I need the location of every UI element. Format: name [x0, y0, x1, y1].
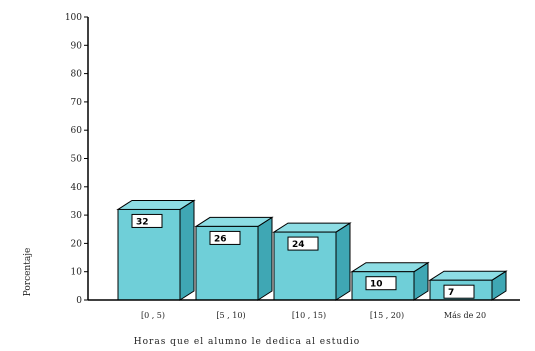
bar-side-face — [257, 216, 273, 301]
y-tick-label: 20 — [71, 239, 83, 249]
bar-side-face — [335, 222, 351, 301]
data-label: 10 — [370, 280, 383, 290]
y-tick-label: 30 — [71, 211, 83, 221]
x-axis: [0 , 5) [5 , 10) [10 , 15) [15 , 20) Más de … — [88, 299, 520, 320]
data-label-box — [287, 236, 319, 251]
y-tick-label: 90 — [71, 41, 83, 51]
bar-top-face — [116, 199, 196, 210]
data-label-box — [131, 213, 163, 228]
bar-top-face — [428, 270, 508, 281]
y-tick-label: 10 — [71, 268, 83, 278]
y-axis-title: Porcentaje — [23, 248, 33, 297]
data-label: 26 — [214, 234, 227, 244]
y-tick-label: 0 — [76, 296, 82, 306]
data-label: 32 — [136, 217, 149, 227]
y-tick-label: 60 — [71, 126, 83, 136]
bar-0-5: 32 — [116, 199, 196, 301]
data-label-box — [365, 276, 397, 291]
x-tick-label: Más de 20 — [444, 311, 486, 320]
x-tick-label: [10 , 15) — [292, 311, 326, 320]
bar-m-s-de-20: 7 — [428, 270, 508, 301]
data-label-box — [443, 284, 475, 299]
y-tick-label: 100 — [65, 13, 82, 23]
y-tick-label: 40 — [71, 183, 83, 193]
data-label-box — [209, 230, 241, 245]
bar-top-face — [194, 216, 274, 227]
bar-10-15: 24 — [272, 222, 352, 301]
x-tick-label: [5 , 10) — [216, 311, 245, 320]
data-label: 7 — [448, 288, 454, 298]
y-tick-label: 50 — [71, 155, 83, 165]
bar-side-face — [179, 199, 195, 301]
x-tick-label: [0 , 5) — [141, 311, 165, 320]
data-label: 24 — [292, 240, 305, 250]
bar-top-face — [350, 262, 430, 273]
bars-group: 32 26 24 10 7 — [116, 199, 508, 301]
x-axis-title: Horas que el alumno le dedica al estudio — [134, 337, 360, 347]
x-tick-label: [15 , 20) — [370, 311, 404, 320]
bar-5-10: 26 — [194, 216, 274, 301]
y-axis: 0 10 20 30 40 50 60 70 80 90 100 — [65, 13, 89, 306]
bar-15-20: 10 — [350, 261, 430, 301]
bar-front-face — [273, 231, 337, 301]
y-tick-label: 70 — [71, 98, 83, 108]
y-tick-label: 80 — [71, 70, 83, 80]
bar-top-face — [272, 222, 352, 233]
